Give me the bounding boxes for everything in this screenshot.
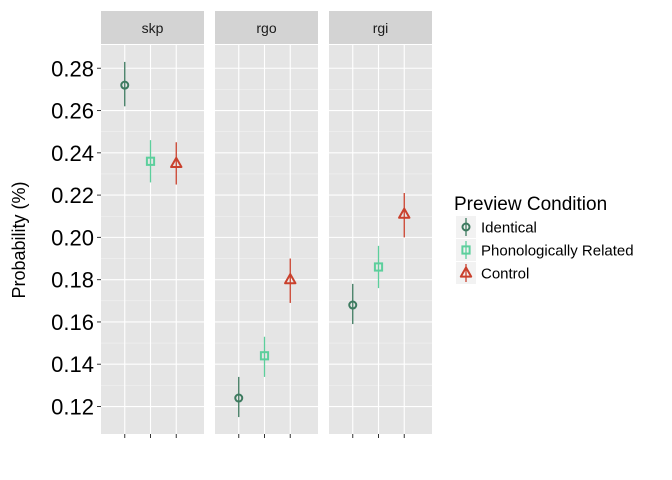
facet-panel-skp: skp xyxy=(101,11,204,438)
data-point xyxy=(234,393,244,403)
y-tick-label: 0.14 xyxy=(51,352,94,377)
y-tick-label: 0.22 xyxy=(51,183,94,208)
y-tick-label: 0.26 xyxy=(51,99,94,124)
legend: Preview Condition Identical Phonologicall… xyxy=(454,194,634,284)
legend-item: Phonologically Related xyxy=(456,239,634,261)
y-tick-label: 0.16 xyxy=(51,310,94,335)
data-point xyxy=(373,262,384,272)
data-point xyxy=(145,156,156,166)
data-point xyxy=(398,207,411,219)
panel-background xyxy=(215,45,318,434)
series-phonologically-related xyxy=(145,140,384,377)
data-point xyxy=(348,300,358,310)
series-identical xyxy=(120,61,358,418)
facet-panel-rgo: rgo xyxy=(215,11,318,438)
facet-strip-label: rgi xyxy=(373,20,389,36)
legend-key-marker xyxy=(461,245,471,255)
panels: skp rgo rgi xyxy=(101,11,432,438)
legend-item: Identical xyxy=(456,216,537,238)
data-point xyxy=(120,80,130,90)
legend-label: Phonologically Related xyxy=(481,243,634,260)
legend-label: Control xyxy=(481,266,529,283)
data-point xyxy=(284,273,297,285)
legend-key-marker xyxy=(459,266,473,278)
panel-background xyxy=(329,45,432,434)
y-axis: 0.12 0.14 0.16 0.18 0.20 0.22 0.24 0.26 0.28 xyxy=(51,56,101,420)
facet-strip xyxy=(215,11,318,44)
legend-label: Identical xyxy=(481,220,537,237)
y-tick-label: 0.20 xyxy=(51,225,94,250)
data-point xyxy=(259,351,270,361)
y-axis-label: Probability (%) xyxy=(9,181,29,298)
legend-item: Control xyxy=(456,262,529,284)
facet-strip xyxy=(329,11,432,44)
facet-panel-rgi: rgi xyxy=(329,11,432,438)
y-tick-label: 0.12 xyxy=(51,395,94,420)
facet-strip xyxy=(101,11,204,44)
y-tick-label: 0.18 xyxy=(51,268,94,293)
facet-strip-label: skp xyxy=(142,20,164,36)
panel-background xyxy=(101,45,204,434)
legend-title: Preview Condition xyxy=(454,194,607,215)
legend-key-marker xyxy=(461,222,471,232)
facet-strip-label: rgo xyxy=(256,20,276,36)
y-tick-label: 0.24 xyxy=(51,141,94,166)
y-tick-label: 0.28 xyxy=(51,56,94,81)
data-point xyxy=(170,156,183,168)
series-control xyxy=(170,142,411,303)
